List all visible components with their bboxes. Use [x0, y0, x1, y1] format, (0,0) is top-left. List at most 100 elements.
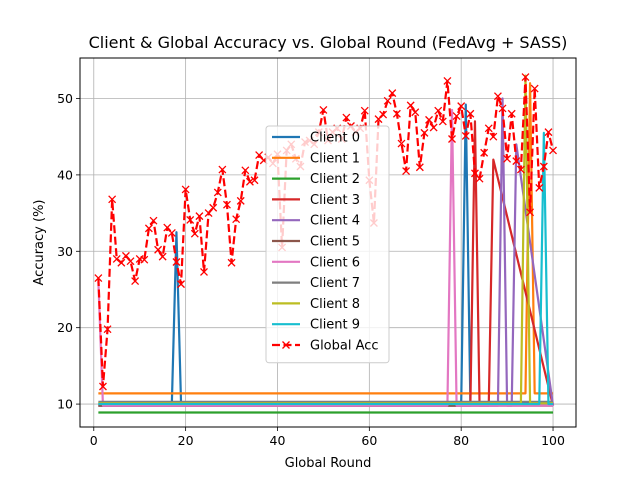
- global-acc-point: [448, 135, 456, 143]
- global-acc-point: [493, 92, 502, 101]
- legend-entry: Client 2: [272, 172, 360, 187]
- x-marker-stroke: [131, 277, 140, 286]
- global-acc-point: [108, 195, 117, 204]
- global-acc-point: [149, 216, 158, 225]
- legend-entry: Client 4: [272, 214, 360, 229]
- x-marker-stroke: [512, 157, 521, 166]
- x-marker-stroke: [158, 252, 167, 261]
- global-acc-point: [388, 89, 397, 98]
- y-tick-label: 20: [57, 320, 73, 335]
- x-marker-stroke: [232, 215, 241, 224]
- x-marker-stroke: [461, 131, 470, 140]
- global-acc-point: [167, 228, 176, 237]
- x-marker-stroke: [190, 229, 199, 238]
- x-marker-stroke: [415, 163, 424, 172]
- global-acc-point: [218, 165, 227, 174]
- global-acc-point: [223, 200, 231, 209]
- global-acc-point: [131, 277, 140, 286]
- x-marker-stroke: [154, 245, 163, 254]
- global-acc-point: [461, 131, 470, 140]
- legend-label: Client 6: [310, 255, 360, 270]
- x-marker-stroke: [126, 257, 135, 266]
- global-acc-point: [99, 382, 107, 391]
- global-acc-point: [200, 267, 208, 276]
- x-marker-stroke: [452, 112, 461, 121]
- global-acc-point: [117, 258, 126, 267]
- global-acc-point: [232, 215, 241, 224]
- x-tick-label: 0: [90, 433, 98, 448]
- legend-label: Client 9: [310, 318, 360, 333]
- series-line-client-1: [98, 82, 554, 395]
- global-acc-point: [521, 73, 530, 82]
- x-tick-label: 40: [270, 433, 286, 448]
- x-marker-stroke: [507, 109, 516, 118]
- x-marker-stroke: [480, 148, 489, 157]
- global-acc-point: [475, 174, 484, 183]
- x-marker-stroke: [103, 325, 112, 334]
- legend-entry: Client 8: [272, 297, 360, 312]
- x-marker-stroke: [383, 96, 392, 105]
- x-marker-stroke: [544, 128, 553, 137]
- x-marker-stroke: [121, 251, 130, 260]
- global-acc-point: [236, 196, 245, 205]
- legend-entry: Client 9: [272, 318, 360, 333]
- x-marker-stroke: [227, 258, 236, 267]
- global-acc-point: [342, 113, 351, 122]
- x-marker-stroke: [108, 195, 117, 204]
- global-acc-point: [172, 258, 181, 266]
- global-acc-point: [379, 110, 388, 119]
- global-acc-point: [503, 154, 512, 163]
- x-marker-stroke: [429, 123, 438, 132]
- global-acc-point: [507, 109, 516, 118]
- global-acc-point: [319, 105, 328, 114]
- x-marker-stroke: [181, 185, 190, 194]
- x-marker-stroke: [250, 176, 259, 185]
- global-acc-point: [241, 166, 250, 175]
- global-acc-point: [103, 325, 112, 334]
- x-marker-stroke: [397, 139, 406, 148]
- x-tick-label: 60: [361, 433, 377, 448]
- legend-marker: [282, 341, 290, 349]
- legend-entry: Client 7: [272, 276, 360, 291]
- x-marker-stroke: [388, 89, 397, 98]
- legend-label: Client 7: [310, 276, 360, 291]
- x-marker-stroke: [213, 188, 222, 197]
- x-marker-stroke: [144, 224, 153, 233]
- legend-label: Client 4: [310, 214, 360, 229]
- x-marker-stroke: [521, 73, 530, 82]
- global-acc-point: [535, 183, 544, 192]
- y-tick-label: 10: [57, 397, 73, 412]
- legend-label: Client 2: [310, 172, 360, 187]
- y-tick-label: 30: [57, 244, 73, 259]
- x-marker-stroke: [236, 196, 245, 205]
- x-tick-label: 20: [178, 433, 194, 448]
- global-acc-point: [415, 163, 424, 172]
- global-acc-point: [489, 132, 498, 141]
- x-marker-stroke: [411, 108, 420, 117]
- x-marker-stroke: [425, 115, 433, 124]
- x-marker-stroke: [484, 124, 493, 133]
- global-acc-point: [530, 84, 539, 93]
- global-acc-point: [397, 139, 406, 148]
- global-acc-point: [213, 188, 222, 197]
- x-marker-stroke: [498, 104, 507, 113]
- global-acc-point: [140, 255, 149, 264]
- x-marker-stroke: [99, 382, 107, 391]
- legend-label: Client 0: [310, 131, 360, 146]
- global-acc-point: [443, 76, 452, 85]
- legend: Client 0 Client 1 Client 2 Client 3 Client 4…: [265, 125, 390, 364]
- y-axis-label: Accuracy (%): [32, 200, 47, 286]
- x-marker-stroke: [186, 216, 195, 224]
- x-marker-stroke: [526, 208, 535, 217]
- global-acc-point: [186, 216, 195, 224]
- global-acc-point: [544, 128, 553, 137]
- legend-label: Global Acc: [310, 339, 379, 354]
- x-marker-stroke: [402, 167, 411, 176]
- global-acc-point: [526, 208, 535, 217]
- global-acc-point: [411, 108, 420, 117]
- global-acc-point: [484, 124, 493, 133]
- series-line-global-acc: [97, 75, 555, 388]
- x-marker-stroke: [406, 101, 415, 110]
- axis-ticks: 0 20 40 60 80 100 10 20 30 40 50: [57, 91, 565, 448]
